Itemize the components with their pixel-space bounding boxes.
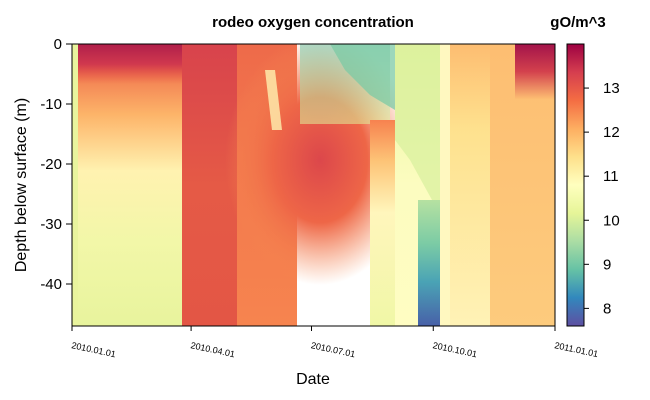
colorbar-tick-label-2: 10 [603, 212, 620, 229]
heat-band-oct-edge [440, 44, 450, 326]
y-axis-label: Depth below surface (m) [13, 98, 30, 272]
x-axis-label: Date [296, 371, 330, 388]
x-tick-label-0: 2010.01.01 [71, 340, 117, 359]
heat-band-sep-bottom [418, 200, 440, 326]
heat-band-dec-surface [515, 44, 555, 99]
colorbar-ticks: 8 9 10 11 12 13 [584, 80, 620, 317]
x-axis-ticks: 2010.01.01 2010.04.01 2010.07.01 2010.10.01… [71, 326, 599, 359]
x-tick-label-4: 2011.01.01 [554, 340, 599, 359]
heat-streak-june [265, 70, 282, 130]
colorbar [566, 43, 585, 327]
heat-band-jan-mar-surface [72, 44, 182, 84]
y-tick-label-1: -10 [40, 96, 62, 113]
colorbar-unit-label: gO/m^3 [550, 14, 605, 31]
y-tick-label-4: -40 [40, 276, 62, 293]
x-tick-label-2: 2010.07.01 [310, 340, 356, 359]
plot-frame [71, 43, 556, 327]
colorbar-tick-label-4: 12 [603, 124, 620, 141]
colorbar-tick-label-1: 9 [603, 256, 611, 273]
colorbar-tick-label-0: 8 [603, 300, 611, 317]
chart-title: rodeo oxygen concentration [212, 14, 414, 31]
colorbar-tick-label-5: 13 [603, 80, 620, 97]
heat-band-oct [450, 44, 490, 326]
heat-band-aug-surface [330, 44, 395, 110]
x-tick-label-3: 2010.10.01 [432, 340, 478, 359]
heat-band-jan-mar [72, 44, 182, 326]
y-tick-label-3: -30 [40, 216, 62, 233]
x-tick-label-1: 2010.04.01 [190, 340, 236, 359]
y-tick-label-2: -20 [40, 156, 62, 173]
heat-band-jan-edge [72, 44, 78, 326]
heatmap-field [72, 44, 555, 326]
y-axis-ticks: 0 -10 -20 -30 -40 [40, 36, 72, 293]
colorbar-tick-label-3: 11 [603, 168, 619, 185]
heat-band-sep-transition [395, 44, 440, 326]
y-tick-label-0: 0 [54, 36, 62, 53]
